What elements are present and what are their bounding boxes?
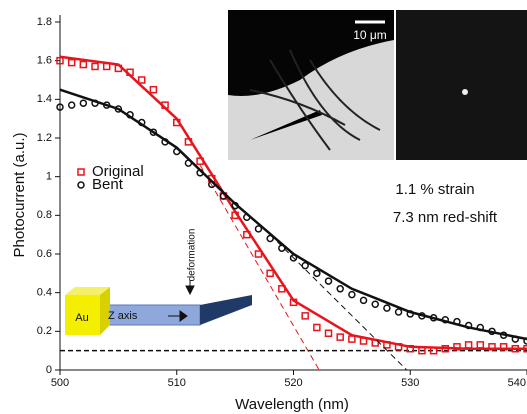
wire-tip xyxy=(200,295,252,325)
point xyxy=(314,270,320,276)
force-label: deformation xyxy=(187,229,198,282)
y-tick-label: 1.6 xyxy=(37,55,52,67)
y-tick-label: 1.8 xyxy=(37,16,52,28)
point xyxy=(396,309,402,315)
y-tick-label: 1 xyxy=(46,171,52,183)
point xyxy=(384,305,390,311)
point xyxy=(92,63,98,69)
y-tick-label: 1.2 xyxy=(37,132,52,144)
point xyxy=(314,324,320,330)
point xyxy=(326,278,332,284)
point xyxy=(349,292,355,298)
point xyxy=(267,270,273,276)
x-tick-label: 510 xyxy=(168,377,186,389)
scale-label: 10 μm xyxy=(353,28,387,42)
point xyxy=(326,330,332,336)
y-axis-title: Photocurrent (a.u.) xyxy=(11,132,28,257)
electrode-label: Au xyxy=(75,312,88,324)
x-tick-label: 530 xyxy=(401,377,419,389)
legend-marker xyxy=(78,169,84,175)
y-tick-label: 0.4 xyxy=(37,287,52,299)
annotation: 7.3 nm red-shift xyxy=(393,209,498,226)
point xyxy=(139,77,145,83)
point xyxy=(466,342,472,348)
legend-label: Bent xyxy=(92,176,124,193)
x-axis-title: Wavelength (nm) xyxy=(235,396,349,413)
tangent-line xyxy=(200,165,319,370)
point xyxy=(80,62,86,68)
y-tick-label: 0.6 xyxy=(37,248,52,260)
point xyxy=(349,336,355,342)
y-tick-label: 0.8 xyxy=(37,209,52,221)
point xyxy=(337,286,343,292)
inset-photo-2 xyxy=(396,10,527,160)
legend-marker xyxy=(78,182,84,188)
point xyxy=(372,301,378,307)
x-tick-label: 520 xyxy=(284,377,302,389)
point xyxy=(337,334,343,340)
point xyxy=(477,342,483,348)
wire-label: Z axis xyxy=(108,310,138,322)
y-tick-label: 0 xyxy=(46,364,52,376)
inset-spot xyxy=(462,89,468,95)
point xyxy=(150,87,156,93)
x-tick-label: 500 xyxy=(51,377,69,389)
point xyxy=(69,60,75,66)
point xyxy=(80,100,86,106)
x-tick-label: 540 xyxy=(508,377,526,389)
point xyxy=(361,297,367,303)
chart: 10 μm Au Z axis deformation Photocurrent… xyxy=(0,0,527,414)
y-tick-label: 1.4 xyxy=(37,93,52,105)
point xyxy=(302,313,308,319)
annotation: 1.1 % strain xyxy=(395,181,474,198)
y-tick-label: 0.2 xyxy=(37,325,52,337)
point xyxy=(69,102,75,108)
